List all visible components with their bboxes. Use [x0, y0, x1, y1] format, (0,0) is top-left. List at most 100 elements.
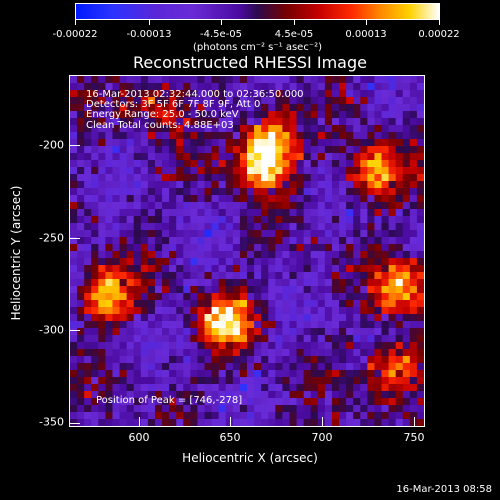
heatmap-cell — [183, 405, 191, 413]
heatmap-cell — [353, 328, 361, 336]
heatmap-cell — [317, 377, 326, 385]
heatmap-cell — [162, 223, 170, 231]
heatmap-cell — [239, 202, 248, 210]
heatmap-cell — [211, 335, 220, 343]
heatmap-cell — [218, 370, 227, 378]
heatmap-cell — [190, 265, 198, 273]
heatmap-cell — [183, 160, 191, 168]
heatmap-cell — [303, 230, 312, 238]
heatmap-cell — [154, 209, 163, 217]
heatmap-cell — [98, 195, 106, 203]
heatmap-cell — [183, 328, 191, 336]
heatmap-cell — [324, 258, 333, 266]
heatmap-cell — [402, 132, 411, 140]
heatmap-cell — [218, 398, 227, 406]
heatmap-cell — [204, 202, 212, 210]
heatmap-cell — [126, 258, 135, 266]
heatmap-cell — [275, 370, 283, 378]
heatmap-cell — [289, 328, 297, 336]
heatmap-cell — [190, 335, 198, 343]
heatmap-cell — [282, 412, 290, 420]
heatmap-cell — [261, 160, 269, 168]
heatmap-cell — [183, 412, 191, 420]
heatmap-cell — [91, 258, 99, 266]
heatmap-cell — [162, 342, 170, 350]
heatmap-cell — [346, 272, 354, 280]
heatmap-cell — [218, 342, 227, 350]
heatmap-cell — [77, 356, 85, 364]
heatmap-cell — [388, 321, 397, 329]
heatmap-cell — [119, 153, 127, 161]
heatmap-cell — [346, 237, 354, 245]
heatmap-cell — [353, 209, 361, 217]
heatmap-cell — [176, 293, 184, 301]
heatmap-cell — [162, 125, 170, 133]
heatmap-cell — [367, 419, 375, 426]
heatmap-cell — [91, 363, 99, 371]
heatmap-cell — [119, 363, 127, 371]
heatmap-cell — [147, 314, 156, 322]
heatmap-cell — [239, 314, 248, 322]
heatmap-cell — [353, 237, 361, 245]
heatmap-cell — [339, 356, 347, 364]
heatmap-cell — [133, 146, 142, 154]
heatmap-cell — [70, 125, 78, 133]
heatmap-cell — [169, 272, 177, 280]
heatmap-cell — [197, 419, 205, 426]
heatmap-cell — [381, 90, 389, 98]
heatmap-cell — [162, 258, 170, 266]
heatmap-cell — [147, 384, 156, 392]
heatmap-cell — [381, 83, 389, 91]
heatmap-cell — [119, 125, 127, 133]
heatmap-cell — [409, 118, 418, 126]
heatmap-cell — [268, 314, 276, 322]
heatmap-cell — [133, 111, 142, 119]
heatmap-cell — [247, 342, 255, 350]
heatmap-cell — [388, 370, 397, 378]
heatmap-cell — [247, 209, 255, 217]
heatmap-cell — [239, 286, 248, 294]
heatmap-cell — [176, 237, 184, 245]
heatmap-cell — [275, 412, 283, 420]
y-axis-tick — [70, 423, 80, 424]
heatmap-cell — [275, 342, 283, 350]
heatmap-cell — [133, 391, 142, 399]
heatmap-cell — [91, 202, 99, 210]
heatmap-cell — [254, 398, 262, 406]
heatmap-cell — [133, 237, 142, 245]
heatmap-cell — [346, 349, 354, 357]
heatmap-cell — [331, 314, 340, 322]
heatmap-cell — [133, 76, 142, 84]
heatmap-cell — [225, 342, 234, 350]
heatmap-cell — [381, 293, 389, 301]
heatmap-cell — [147, 307, 156, 315]
heatmap-cell — [218, 90, 227, 98]
heatmap-cell — [346, 230, 354, 238]
heatmap-cell — [91, 90, 99, 98]
heatmap-cell — [105, 398, 113, 406]
heatmap-cell — [169, 118, 177, 126]
heatmap-cell — [91, 265, 99, 273]
heatmap-cell — [126, 286, 135, 294]
heatmap-cell — [162, 405, 170, 413]
heatmap-cell — [105, 286, 113, 294]
heatmap-cell — [140, 146, 149, 154]
heatmap-cell — [239, 384, 248, 392]
heatmap-cell — [176, 83, 184, 91]
heatmap-cell — [339, 293, 347, 301]
heatmap-cell — [268, 251, 276, 259]
heatmap-cell — [289, 97, 297, 105]
heatmap-cell — [105, 195, 113, 203]
heatmap-cell — [247, 188, 255, 196]
heatmap-cell — [190, 118, 198, 126]
heatmap-cell — [374, 83, 382, 91]
heatmap-cell — [84, 76, 92, 84]
heatmap-cell — [169, 83, 177, 91]
heatmap-cell — [289, 90, 297, 98]
heatmap-cell — [289, 412, 297, 420]
heatmap-cell — [331, 335, 340, 343]
heatmap-cell — [416, 300, 424, 308]
heatmap-cell — [84, 104, 92, 112]
heatmap-cell — [303, 412, 312, 420]
heatmap-cell — [169, 104, 177, 112]
